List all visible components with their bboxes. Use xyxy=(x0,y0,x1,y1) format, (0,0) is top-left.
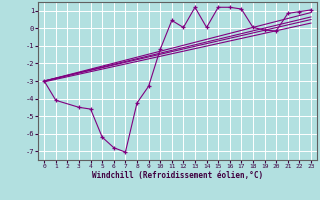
X-axis label: Windchill (Refroidissement éolien,°C): Windchill (Refroidissement éolien,°C) xyxy=(92,171,263,180)
